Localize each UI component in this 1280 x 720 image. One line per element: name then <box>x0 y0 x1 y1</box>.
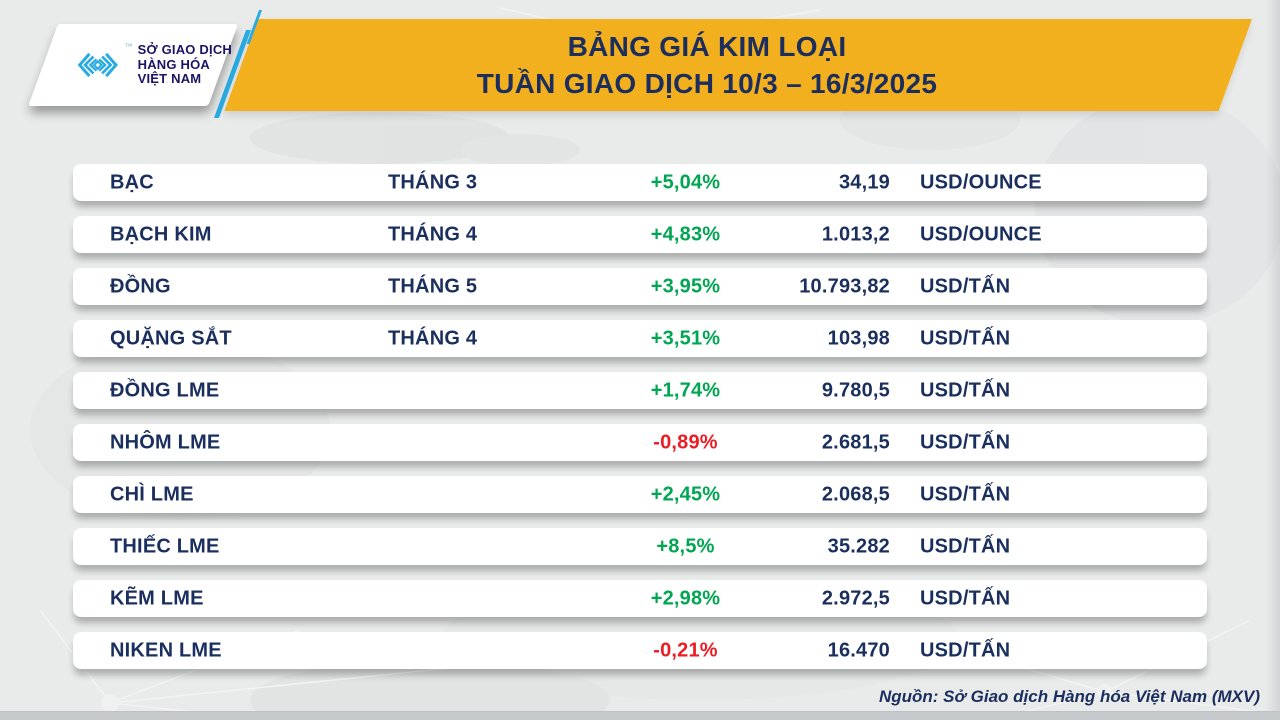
table-row: QUẶNG SẮT THÁNG 4 +3,51% 103,98 USD/TẤN <box>73 320 1207 357</box>
table-row: NHÔM LME -0,89% 2.681,5 USD/TẤN <box>73 424 1207 461</box>
price-value: 2.972,5 <box>821 587 890 609</box>
price-unit: USD/TẤN <box>920 379 1011 401</box>
weekly-change-percent: +1,74% <box>650 379 721 401</box>
contract-month: THÁNG 3 <box>388 171 478 193</box>
weekly-change-percent: -0,89% <box>653 431 718 453</box>
source-credit: Nguồn: Sở Giao dịch Hàng hóa Việt Nam (M… <box>878 687 1260 706</box>
trademark-symbol: ™ <box>124 42 133 51</box>
price-unit: USD/TẤN <box>920 327 1011 349</box>
table-row: KẼM LME +2,98% 2.972,5 USD/TẤN <box>73 580 1207 617</box>
weekly-change-percent: +8,5% <box>656 535 715 557</box>
price-value: 2.681,5 <box>821 431 890 453</box>
weekly-change-percent: +2,98% <box>650 587 721 609</box>
price-unit: USD/OUNCE <box>920 171 1042 193</box>
table-row: THIẾC LME +8,5% 35.282 USD/TẤN <box>73 528 1207 565</box>
board-title-line2: TUẦN GIAO DỊCH 10/3 – 16/3/2025 <box>476 68 938 99</box>
weekly-change-percent: +2,45% <box>650 483 721 505</box>
price-unit: USD/TẤN <box>920 587 1011 609</box>
board-title-line1: BẢNG GIÁ KIM LOẠI <box>567 31 847 62</box>
logo-text-line2: HÀNG HÓA <box>137 56 210 72</box>
table-row: CHÌ LME +2,45% 2.068,5 USD/TẤN <box>73 476 1207 513</box>
commodity-name: NHÔM LME <box>110 431 221 453</box>
commodity-name: CHÌ LME <box>110 483 194 505</box>
weekly-change-percent: -0,21% <box>653 639 718 661</box>
price-value: 1.013,2 <box>821 223 890 245</box>
commodity-name: ĐỒNG LME <box>110 379 220 401</box>
table-row: ĐỒNG THÁNG 5 +3,95% 10.793,82 USD/TẤN <box>73 268 1207 305</box>
logo-text-line1: SỞ GIAO DỊCH <box>137 42 232 58</box>
price-unit: USD/TẤN <box>920 639 1011 661</box>
table-row: ĐỒNG LME +1,74% 9.780,5 USD/TẤN <box>73 372 1207 409</box>
price-value: 10.793,82 <box>799 275 890 297</box>
weekly-change-percent: +5,04% <box>650 171 721 193</box>
commodity-name: NIKEN LME <box>110 639 222 661</box>
price-value: 34,19 <box>838 171 890 193</box>
contract-month: THÁNG 4 <box>388 223 478 245</box>
commodity-name: BẠC <box>110 171 154 193</box>
commodity-name: KẼM LME <box>110 587 204 609</box>
price-value: 103,98 <box>827 327 890 349</box>
commodity-name: THIẾC LME <box>110 535 220 557</box>
title-banner: BẢNG GIÁ KIM LOẠI TUẦN GIAO DỊCH 10/3 – … <box>224 19 1252 111</box>
price-unit: USD/TẤN <box>920 275 1011 297</box>
mxv-logo-plate: ™ SỞ GIAO DỊCH HÀNG HÓA VIỆT NAM <box>28 24 239 106</box>
price-unit: USD/TẤN <box>920 535 1011 557</box>
weekly-change-percent: +4,83% <box>650 223 721 245</box>
logo-text-line3: VIỆT NAM <box>137 71 202 87</box>
price-value: 2.068,5 <box>821 483 890 505</box>
price-unit: USD/TẤN <box>920 483 1011 505</box>
contract-month: THÁNG 4 <box>388 327 478 349</box>
mxv-logo-icon <box>77 52 118 78</box>
weekly-change-percent: +3,51% <box>650 327 721 349</box>
bottom-strip <box>0 711 1280 720</box>
table-row: NIKEN LME -0,21% 16.470 USD/TẤN <box>73 632 1207 669</box>
price-table: BẠC THÁNG 3 +5,04% 34,19 USD/OUNCE BẠCH … <box>73 164 1207 684</box>
price-unit: USD/OUNCE <box>920 223 1042 245</box>
commodity-name: QUẶNG SẮT <box>110 327 232 349</box>
commodity-name: BẠCH KIM <box>110 223 212 245</box>
right-edge-shading <box>1266 0 1280 720</box>
commodity-name: ĐỒNG <box>110 275 171 297</box>
price-value: 9.780,5 <box>821 379 890 401</box>
table-row: BẠC THÁNG 3 +5,04% 34,19 USD/OUNCE <box>73 164 1207 201</box>
contract-month: THÁNG 5 <box>388 275 478 297</box>
price-unit: USD/TẤN <box>920 431 1011 453</box>
weekly-change-percent: +3,95% <box>650 275 721 297</box>
table-row: BẠCH KIM THÁNG 4 +4,83% 1.013,2 USD/OUNC… <box>73 216 1207 253</box>
price-value: 16.470 <box>827 639 890 661</box>
mxv-logo-text: SỞ GIAO DỊCH HÀNG HÓA VIỆT NAM <box>137 42 232 87</box>
price-value: 35.282 <box>827 535 890 557</box>
